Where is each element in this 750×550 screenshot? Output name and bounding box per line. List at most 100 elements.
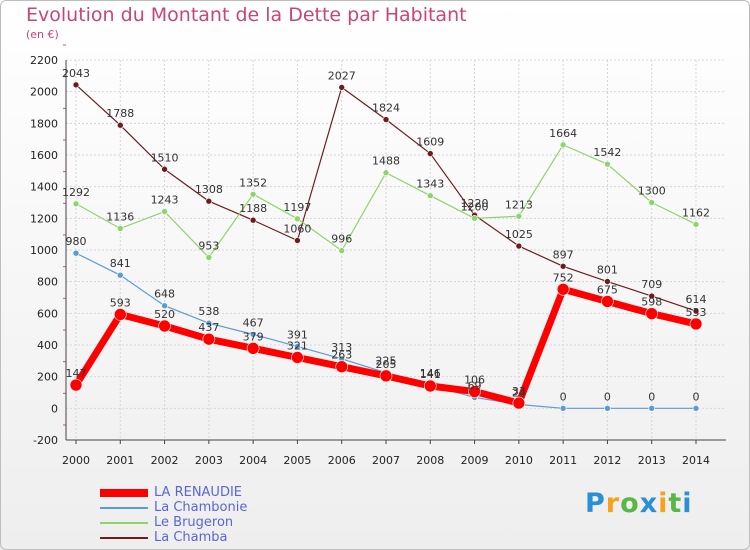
data-point (294, 215, 301, 223)
data-label: 841 (110, 257, 131, 270)
data-point (249, 331, 257, 338)
x-tick-label: 2007 (372, 454, 400, 467)
y-tick-label: 1400 (30, 181, 58, 194)
data-point (648, 199, 656, 206)
data-label: 593 (110, 296, 131, 309)
data-label: 391 (287, 328, 308, 341)
data-point (294, 237, 301, 244)
data-point (559, 141, 567, 149)
chart-title: Evolution du Montant de la Dette par Hab… (26, 4, 467, 26)
data-label: 1664 (549, 127, 577, 140)
data-point (604, 278, 611, 285)
data-label: 1162 (682, 206, 710, 219)
data-label: 467 (243, 316, 264, 329)
data-label: 1343 (416, 178, 444, 191)
data-label: 1510 (151, 151, 179, 164)
data-point (72, 249, 80, 257)
logo-letter: o (620, 488, 640, 519)
data-label: 897 (553, 248, 574, 261)
x-tick-label: 2008 (416, 454, 444, 467)
data-point (113, 308, 127, 321)
gridlines (66, 59, 726, 441)
data-label: 2027 (328, 69, 356, 82)
data-label: 996 (331, 233, 352, 246)
data-point (604, 160, 611, 168)
data-point (161, 208, 168, 215)
data-label: 1609 (416, 136, 444, 149)
data-point (72, 81, 80, 89)
x-tick-label: 2001 (106, 454, 134, 467)
data-point (515, 242, 523, 250)
data-label: 538 (198, 305, 219, 318)
legend-label: LA RENAUDIE (154, 485, 243, 500)
data-label: 141 (420, 368, 441, 381)
data-point (559, 405, 567, 412)
data-label: 24 (512, 387, 526, 400)
data-point (205, 254, 213, 261)
data-label: 1292 (62, 186, 90, 199)
logo-letter: t (668, 488, 683, 519)
x-tick-label: 2003 (195, 454, 223, 467)
data-label: 752 (553, 271, 574, 284)
data-label: 520 (154, 308, 175, 321)
legend-swatch (100, 507, 148, 509)
y-tick-label: 1600 (30, 149, 58, 162)
data-label: 313 (331, 341, 352, 354)
data-point (205, 197, 213, 205)
data-label: 0 (693, 390, 700, 403)
proxiti-logo: Proxiti (585, 488, 693, 519)
data-point (249, 190, 257, 198)
data-point (291, 351, 304, 364)
data-point (72, 200, 80, 208)
x-tick-label: 2013 (638, 454, 666, 467)
x-tick-label: 2004 (239, 454, 267, 467)
data-point (161, 165, 168, 173)
x-tick-label: 2011 (549, 454, 577, 467)
legend-swatch (100, 489, 148, 497)
logo-letter: P (585, 488, 606, 519)
data-label: 1220 (461, 197, 489, 210)
series-line-3 (73, 285, 697, 407)
data-point (382, 169, 390, 177)
axes: -200020040060080010001200140016001800200… (30, 44, 726, 467)
data-label: 379 (243, 330, 264, 343)
data-label: 1243 (151, 194, 179, 207)
y-tick-label: 400 (37, 339, 58, 352)
x-tick-label: 2014 (682, 454, 710, 467)
data-point (338, 84, 346, 91)
x-tick-label: 2012 (593, 454, 621, 467)
data-point (249, 216, 257, 224)
y-tick-label: 1200 (30, 212, 58, 225)
legend-label: La Chamba (154, 530, 228, 545)
data-label: 106 (464, 374, 485, 387)
data-point (335, 360, 349, 373)
data-point (158, 319, 171, 333)
logo-letter: i (682, 488, 693, 519)
data-point (294, 343, 301, 350)
data-label: 1197 (283, 201, 311, 214)
y-tick-label: 2000 (30, 86, 58, 99)
data-point (559, 263, 567, 270)
data-point (116, 121, 124, 129)
y-tick-label: 0 (51, 402, 58, 415)
data-label: 709 (641, 278, 662, 291)
data-point (648, 405, 656, 412)
data-labels: 2043178815101308118810602027182416091220… (62, 67, 710, 403)
data-label: 648 (154, 288, 175, 301)
data-point (116, 271, 124, 279)
data-point (338, 247, 346, 254)
data-point (515, 212, 523, 220)
data-point (426, 192, 434, 199)
data-label: 205 (376, 358, 397, 371)
data-label: 801 (597, 264, 618, 277)
y-tick-label: 2200 (30, 54, 58, 67)
legend-label: La Chambonie (154, 500, 248, 515)
data-label: 675 (597, 283, 618, 296)
data-label: 33 (512, 385, 526, 398)
data-label: 980 (66, 235, 87, 248)
data-point (468, 385, 481, 398)
legend-swatch (100, 537, 148, 539)
chart-subtitle: (en €) (26, 28, 59, 41)
data-label: 1025 (505, 228, 533, 241)
data-label: 1788 (106, 107, 134, 120)
